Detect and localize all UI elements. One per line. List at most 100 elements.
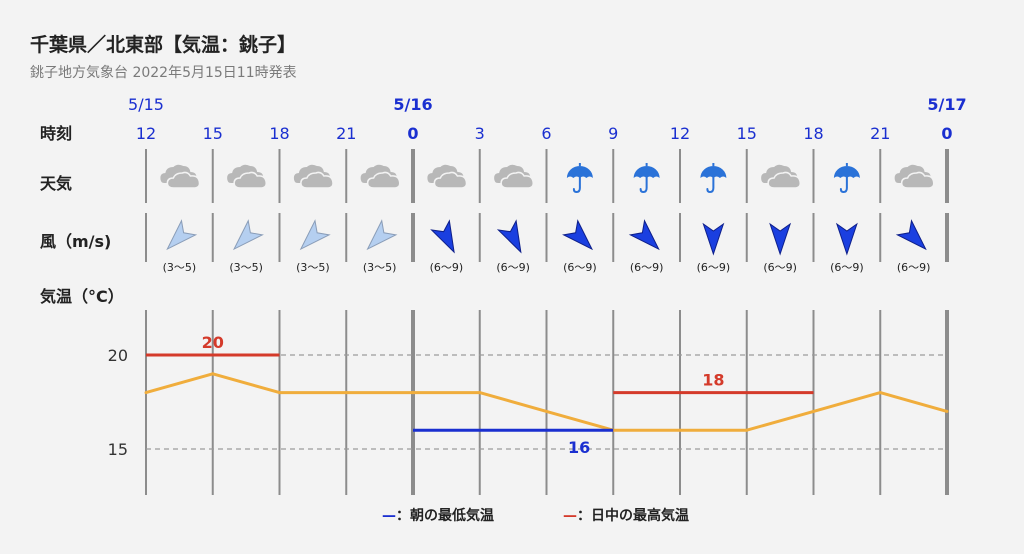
wind-arrow-icon — [496, 219, 522, 254]
wind-arrow-shape — [835, 222, 858, 256]
wind-arrow-shape — [496, 219, 522, 254]
umbrella-handle — [572, 176, 581, 194]
cloud-icon — [293, 164, 334, 189]
wind-arrow-icon — [232, 219, 264, 251]
umbrella-canopy — [833, 166, 860, 178]
hour-label: 6 — [541, 124, 551, 143]
legend-item: —：日中の最高気温 — [563, 507, 689, 524]
row-label-weather: 天気 — [40, 174, 72, 193]
wind-arrow-icon — [166, 219, 198, 251]
umbrella-handle — [839, 176, 848, 194]
hour-label: 0 — [941, 124, 952, 143]
cloud-icon — [761, 164, 801, 189]
hour-label: 15 — [737, 124, 757, 143]
wind-range-label: (3〜5) — [296, 261, 330, 274]
date-label: 5/17 — [927, 95, 966, 114]
wind-range-label: (6〜9) — [830, 261, 864, 274]
cloud-front — [767, 171, 801, 189]
wind-arrow-icon — [562, 219, 594, 251]
time-header: 12 15 18 21 0 3 6 9 12 15 18 21 0 5/15 5/16 5/17 — [128, 95, 967, 143]
hour-label: 0 — [407, 124, 418, 143]
y-tick-label: 20 — [108, 346, 128, 365]
temp-plot: 20 18 16 — [144, 333, 949, 457]
wind-arrow-icon — [299, 219, 331, 251]
wind-range-label: (6〜9) — [763, 261, 797, 274]
umbrella-canopy — [700, 166, 727, 178]
wind-arrow-shape — [430, 219, 455, 254]
cloud-front — [433, 171, 468, 189]
row-label-time: 時刻 — [40, 124, 72, 143]
cloud-front — [300, 171, 334, 189]
wind-arrow-icon — [769, 222, 792, 256]
temp-point — [211, 372, 215, 376]
cloud-front — [166, 171, 201, 189]
hour-label: 9 — [608, 124, 618, 143]
hour-label: 18 — [803, 124, 823, 143]
wind-arrow-shape — [299, 219, 331, 251]
umbrella-canopy — [633, 166, 660, 178]
cloud-icon — [494, 164, 534, 189]
legend-mark: — — [563, 508, 577, 524]
wind-arrow-shape — [895, 219, 927, 251]
wind-range-label: (6〜9) — [897, 261, 931, 274]
cloud-icon — [360, 164, 401, 189]
umbrella-canopy — [566, 166, 593, 178]
temp-point — [745, 428, 749, 432]
cloud-front — [366, 171, 401, 189]
wind-arrow-icon — [628, 219, 660, 251]
temp-point — [945, 409, 949, 413]
umbrella-icon — [633, 163, 660, 194]
wind-row: (3〜5) (3〜5) (3〜5) (3〜5) (6〜9) (6〜9) (6〜9) (6〜9)… — [163, 219, 931, 274]
wind-range-label: (3〜5) — [229, 261, 263, 274]
date-label: 5/16 — [393, 95, 432, 114]
row-label-wind: 風（m/s) — [40, 232, 111, 251]
wind-arrow-shape — [366, 219, 398, 251]
wind-arrow-icon — [895, 219, 927, 251]
wind-arrow-shape — [232, 219, 264, 251]
max-temp-label: 18 — [702, 371, 724, 390]
wind-arrow-icon — [366, 219, 398, 251]
umbrella-handle — [639, 176, 648, 194]
temp-point — [812, 409, 815, 413]
wind-arrow-shape — [769, 222, 792, 256]
umbrella-icon — [700, 163, 727, 194]
temp-point — [278, 391, 281, 395]
cloud-icon — [160, 164, 201, 189]
cloud-icon — [427, 164, 468, 189]
min-temp-label: 16 — [568, 438, 590, 457]
legend-item: —：朝の最低気温 — [382, 507, 494, 524]
wind-range-label: (3〜5) — [363, 261, 397, 274]
temp-point — [678, 428, 682, 432]
legend: —：朝の最低気温 —：日中の最高気温 — [382, 507, 689, 524]
row-label-temp: 気温（°C） — [40, 287, 124, 306]
wind-range-label: (6〜9) — [697, 261, 731, 274]
umbrella-icon — [833, 163, 860, 194]
wind-range-label: (6〜9) — [430, 261, 464, 274]
cloud-front — [500, 171, 534, 189]
hour-label: 12 — [670, 124, 690, 143]
y-tick-label: 15 — [108, 440, 128, 459]
wind-arrow-shape — [702, 222, 725, 256]
temp-point — [478, 391, 482, 395]
temp-point — [545, 409, 548, 413]
legend-mark: — — [382, 508, 396, 524]
wind-arrow-shape — [628, 219, 660, 251]
temp-point — [144, 391, 148, 395]
cloud-icon — [894, 164, 935, 189]
umbrella-handle — [706, 176, 715, 194]
temp-point — [411, 391, 415, 395]
wind-range-label: (6〜9) — [563, 261, 597, 274]
hour-label: 18 — [269, 124, 289, 143]
wind-arrow-icon — [430, 219, 455, 254]
max-temp-label: 20 — [202, 333, 224, 352]
cloud-front — [233, 171, 267, 189]
legend-text: ：日中の最高気温 — [577, 507, 689, 524]
hour-label: 3 — [475, 124, 485, 143]
wind-range-label: (6〜9) — [630, 261, 664, 274]
date-label: 5/15 — [128, 95, 164, 114]
wind-arrow-shape — [166, 219, 198, 251]
wind-arrow-icon — [835, 222, 858, 256]
temp-point — [344, 391, 348, 395]
page-subtitle: 銚子地方気象台 2022年5月15日11時発表 — [30, 65, 297, 81]
